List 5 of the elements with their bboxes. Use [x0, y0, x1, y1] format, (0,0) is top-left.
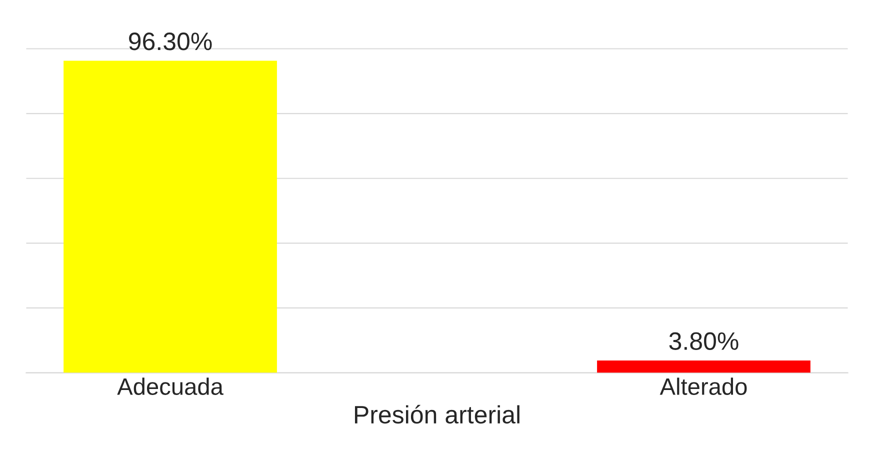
data-label: 3.80%	[669, 332, 738, 350]
x-tick-label: Alterado	[660, 378, 747, 396]
data-label: 96.30%	[129, 32, 212, 50]
x-axis-title: Presión arterial	[354, 404, 520, 424]
x-tick-label: Adecuada	[117, 378, 224, 396]
